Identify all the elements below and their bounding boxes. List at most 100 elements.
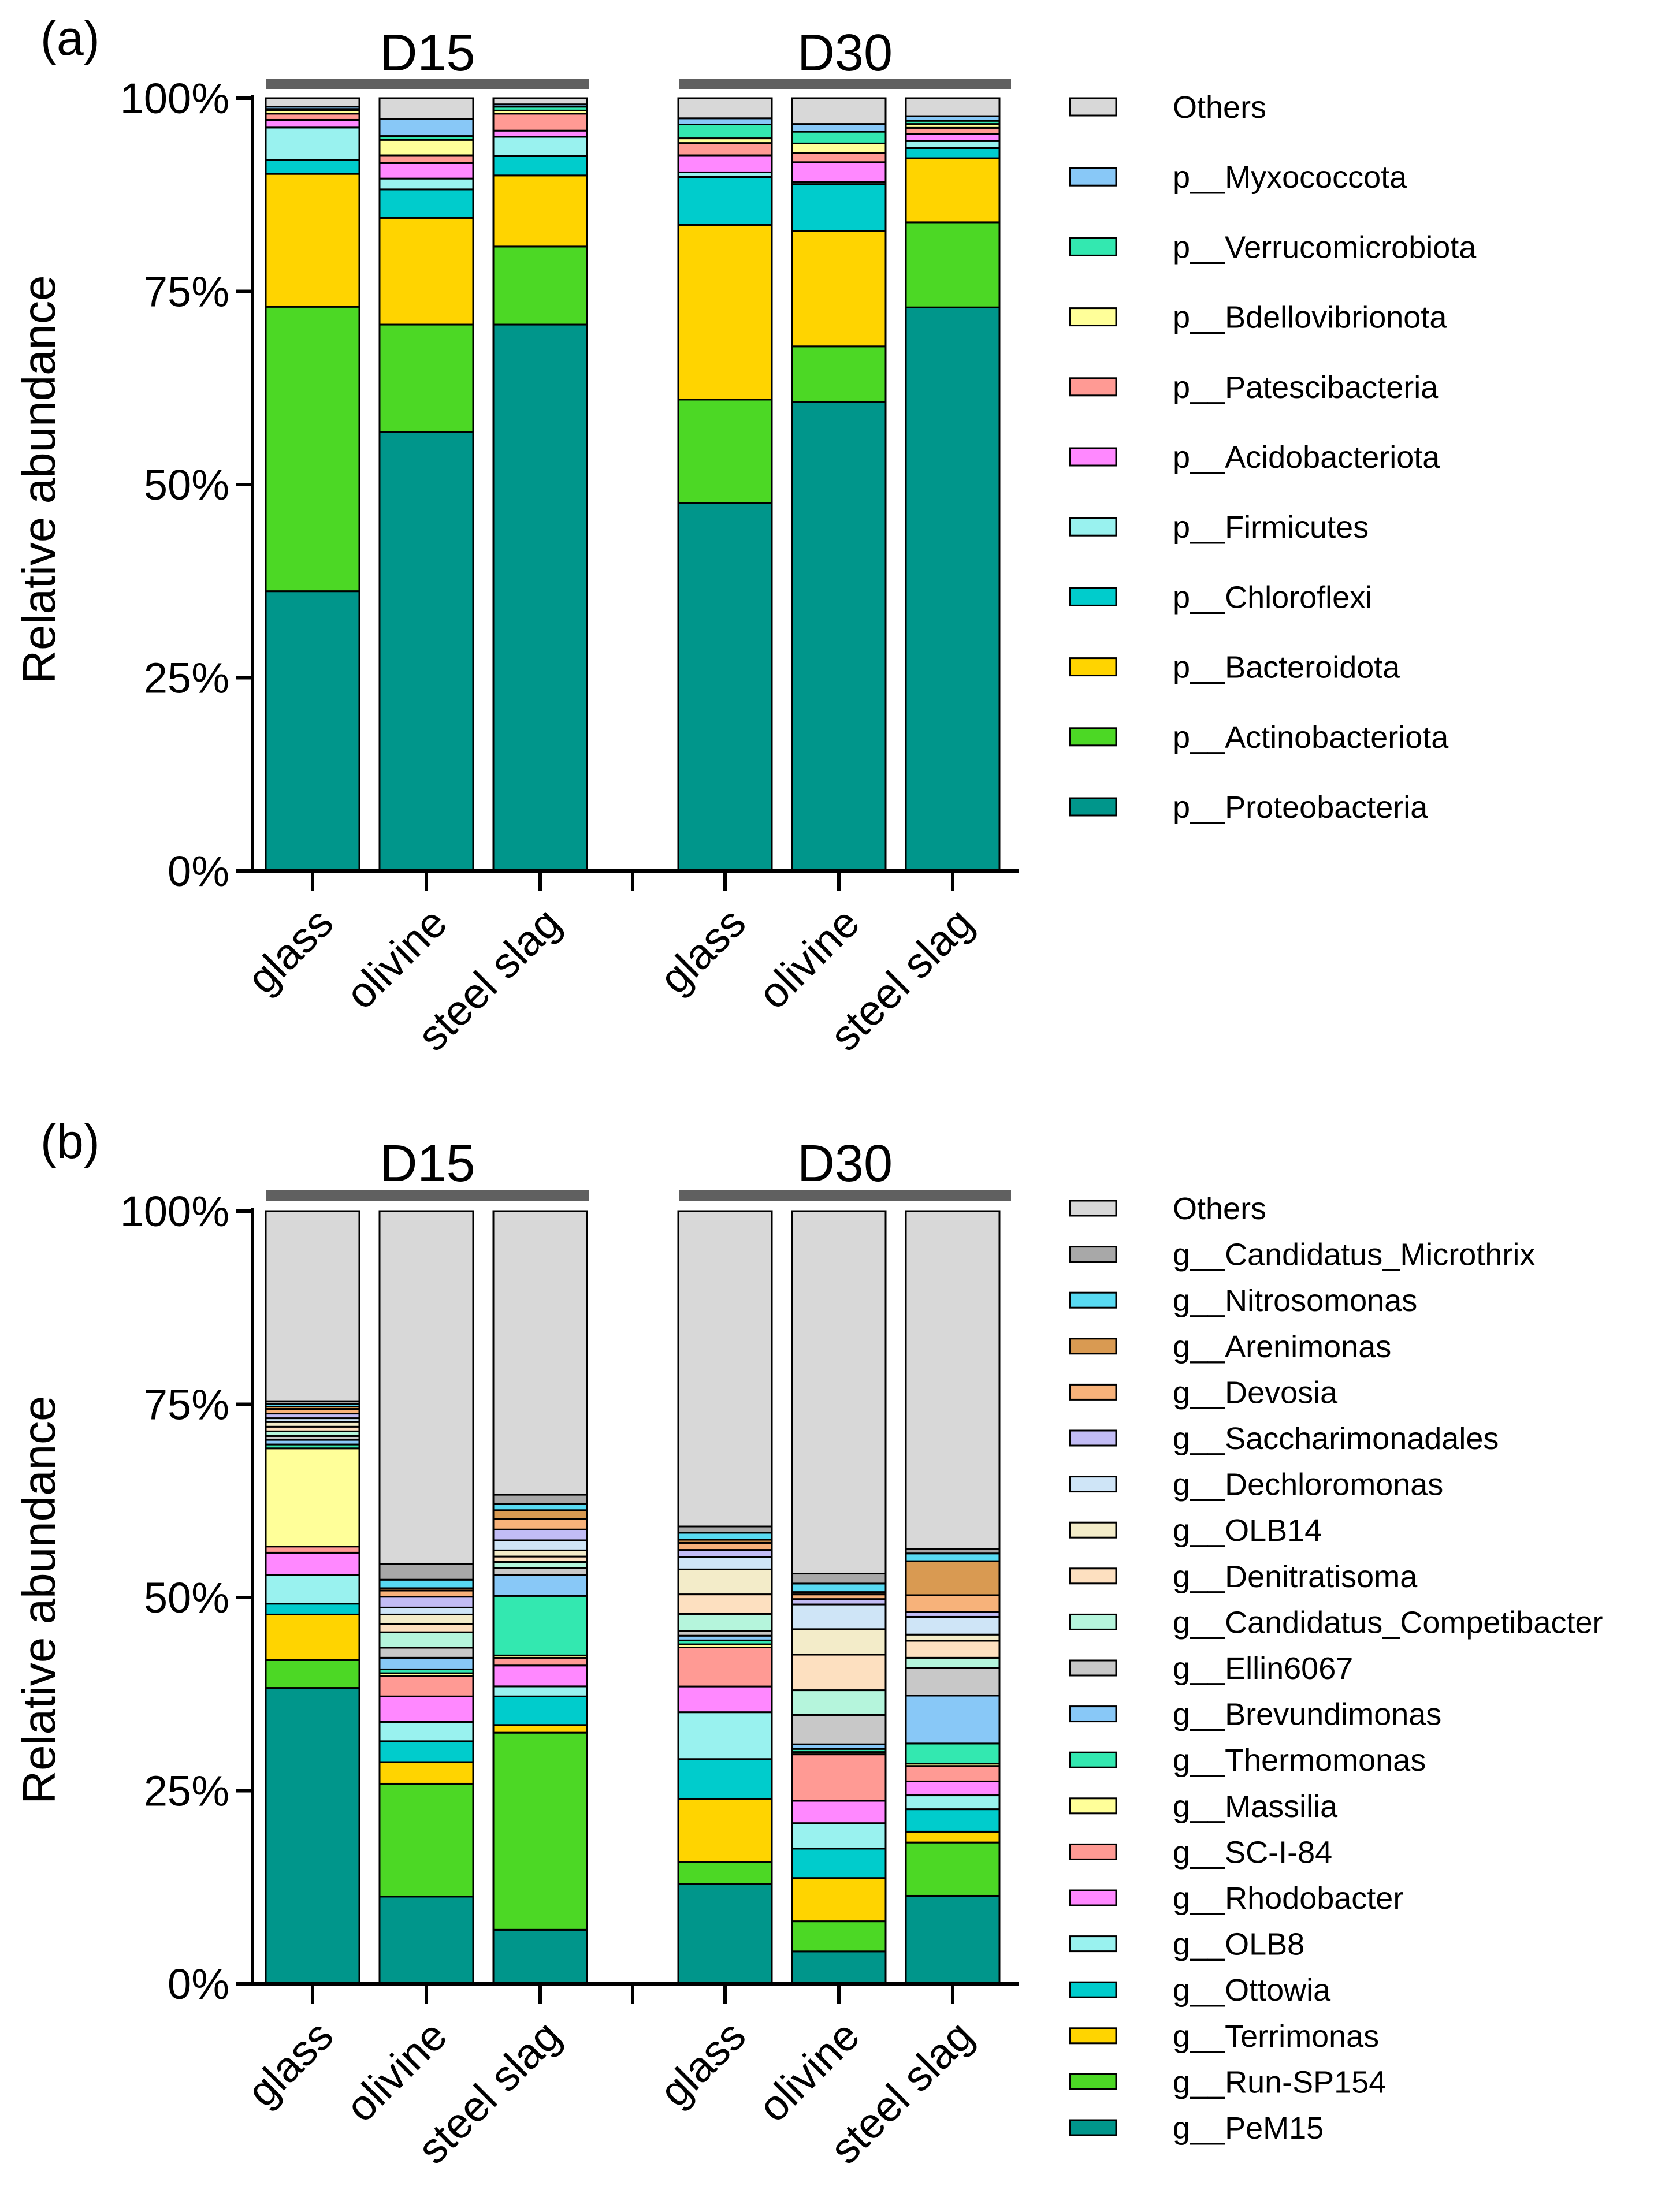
panel-b-legend-label-g-sc-i-84: g__SC-I-84 [1173, 1835, 1332, 1870]
panel-b-bar-3-g-terrimonas [677, 1798, 773, 1863]
panel-b-legend-label-g-dechloromonas: g__Dechloromonas [1173, 1468, 1443, 1502]
panel-a-legend-label-p-acidobacteriota: p__Acidobacteriota [1173, 440, 1440, 475]
panel-b-bar-3-g-sc-i-84 [677, 1646, 773, 1688]
panel-a-legend-label-p-bdellovibrionota: p__Bdellovibrionota [1173, 300, 1447, 335]
panel-a-bar-0-p-patescibacteria [265, 113, 360, 121]
panel-b-bar-2-g-nitrosomonas [492, 1503, 588, 1511]
panel-b-bar-5-g-arenimonas [905, 1560, 1001, 1596]
panel-a-bar-1-p-bdellovibrionota [378, 139, 474, 157]
panel-b-legend-label-g-ottowia: g__Ottowia [1173, 1973, 1331, 2008]
panel-a-bar-2-p-proteobacteria [492, 323, 588, 872]
panel-b-bar-4-g-olb8 [791, 1822, 887, 1850]
panel-b-bar-0-g-sc-i-84 [265, 1546, 360, 1554]
panel-b-bar-4-g-pem15 [791, 1950, 887, 1985]
panel-a-tag: (a) [40, 11, 100, 65]
panel-a-legend-label-p-firmicutes: p__Firmicutes [1173, 510, 1369, 545]
panel-b-bar-3-g-denitratisoma [677, 1593, 773, 1615]
panel-b-bar-5-others [905, 1210, 1001, 1550]
panel-a-bar-0-p-actinobacteriota [265, 306, 360, 593]
panel-b-x-tick-label-3: glass [650, 2012, 754, 2116]
panel-a-bar-1-p-firmicutes [378, 177, 474, 191]
panel-b-bar-2-g-dechloromonas [492, 1539, 588, 1551]
panel-b-bar-5-g-candidatus-competibacter [905, 1656, 1001, 1669]
panel-b-bar-1-g-brevundimonas [378, 1656, 474, 1670]
panel-b-bar-0-g-massilia [265, 1447, 360, 1548]
panel-a-legend-swatch-p-proteobacteria [1069, 797, 1117, 817]
panel-b-bar-4-g-terrimonas [791, 1877, 887, 1923]
panel-a-bar-0-p-firmicutes [265, 126, 360, 161]
panel-b-bar-1-g-dechloromonas [378, 1606, 474, 1615]
panel-b-bar-1-g-ottowia [378, 1740, 474, 1763]
panel-b-bar-5-g-denitratisoma [905, 1640, 1001, 1659]
panel-a-group-brackets: D15 D30 [266, 24, 1011, 89]
panel-b-bar-1-g-run-sp154 [378, 1782, 474, 1898]
panel-b-axes [251, 1208, 1019, 1986]
panel-b-legend-swatch-g-olb14 [1069, 1521, 1117, 1539]
panel-b-bar-1-g-saccharimonadales [378, 1596, 474, 1608]
panel-b-y-tick-label: 50% [144, 1574, 229, 1622]
panel-a-legend-swatch-p-patescibacteria [1069, 377, 1117, 397]
panel-a-legend-label-p-proteobacteria: p__Proteobacteria [1173, 790, 1428, 825]
panel-a-legend-label-p-verrucomicrobiota: p__Verrucomicrobiota [1173, 230, 1477, 265]
panel-a-bar-4-p-acidobacteriota [791, 161, 887, 183]
panel-b-bar-2-g-rhodobacter [492, 1664, 588, 1688]
panel-a-bar-5-p-acidobacteriota [905, 133, 1001, 142]
panel-b-legend-swatch-g-brevundimonas [1069, 1705, 1117, 1723]
panel-a-bar-2-p-acidobacteriota [492, 129, 588, 138]
panel-a-bar-5-others [905, 97, 1001, 117]
panel-b-legend-label-g-ellin6067: g__Ellin6067 [1173, 1651, 1353, 1686]
panel-a-bar-4-p-actinobacteriota [791, 345, 887, 403]
panel-b-bar-5-g-brevundimonas [905, 1695, 1001, 1745]
panel-b-group-label-d15: D15 [380, 1135, 475, 1193]
panel-b-y-tick-label: 25% [144, 1767, 229, 1815]
panel-a-y-tick-label: 0% [168, 847, 229, 895]
panel-b-bar-1-g-nitrosomonas [378, 1578, 474, 1589]
panel-b-bar-1-g-denitratisoma [378, 1622, 474, 1633]
panel-a-bar-2-p-bacteroidota [492, 174, 588, 248]
panel-a-bar-5-p-proteobacteria [905, 306, 1001, 872]
panel-a-bar-0-p-bacteroidota [265, 173, 360, 308]
panel-b-legend-swatch-g-massilia [1069, 1797, 1117, 1815]
panel-a-legend-swatch-p-verrucomicrobiota [1069, 237, 1117, 256]
panel-b-bar-5-g-ottowia [905, 1808, 1001, 1833]
panel-a-legend-label-p-chloroflexi: p__Chloroflexi [1173, 580, 1372, 615]
panel-a-bar-4-p-patescibacteria [791, 152, 887, 163]
panel-b-bar-0-g-rhodobacter [265, 1551, 360, 1576]
panel-a-bar-5-p-bacteroidota [905, 157, 1001, 224]
panel-b-bar-5-g-nitrosomonas [905, 1552, 1001, 1562]
panel-a-bar-4-p-proteobacteria [791, 401, 887, 872]
panel-a-y-tick-label: 25% [144, 654, 229, 702]
panel-a-bar-0-others [265, 97, 360, 108]
panel-b-legend-swatch-g-devosia [1069, 1383, 1117, 1401]
panel-a-bar-4-p-bdellovibrionota [791, 142, 887, 154]
panel-b-legend-label-g-olb8: g__OLB8 [1173, 1927, 1304, 1962]
panel-b-group-bracket-1 [679, 1190, 1011, 1201]
panel-a-bar-1-p-proteobacteria [378, 431, 474, 872]
panel-a-y-axis-title: Relative abundance [13, 275, 65, 683]
panel-b-genus-chart: (b) Relative abundance 0% 25% 50% 75% 100% g… [13, 1114, 1603, 2173]
panel-a-group-bracket-1 [679, 79, 1011, 89]
panel-a-bar-4-others [791, 97, 887, 125]
panel-a-axes [251, 95, 1019, 873]
panel-a-bar-2-p-firmicutes [492, 136, 588, 157]
panel-b-bar-0-others [265, 1210, 360, 1402]
panel-b-bar-1-others [378, 1210, 474, 1565]
panel-a-bar-3-p-bacteroidota [677, 224, 773, 401]
panel-b-bar-5-g-terrimonas [905, 1830, 1001, 1844]
panel-a-legend-label-p-actinobacteriota: p__Actinobacteriota [1173, 720, 1449, 755]
panel-a-bar-1-p-acidobacteriota [378, 162, 474, 180]
panel-b-bar-3-g-devosia [677, 1541, 773, 1551]
panel-a-bar-1-p-myxococcota [378, 118, 474, 137]
panel-b-bar-1-g-sc-i-84 [378, 1675, 474, 1697]
panel-a-bar-3-p-actinobacteriota [677, 399, 773, 504]
panel-a-legend-swatch-p-myxococcota [1069, 167, 1117, 187]
panel-a-y-ticks: 0% 25% 50% 75% 100% [120, 75, 252, 895]
panel-b-group-brackets: D15 D30 [266, 1135, 1011, 1201]
panel-b-bar-1-g-terrimonas [378, 1761, 474, 1785]
panel-a-y-tick-label: 50% [144, 461, 229, 509]
panel-b-bar-3-g-rhodobacter [677, 1685, 773, 1714]
panel-b-legend-label-g-olb14: g__OLB14 [1173, 1513, 1322, 1548]
panel-b-bar-1-g-olb14 [378, 1613, 474, 1625]
